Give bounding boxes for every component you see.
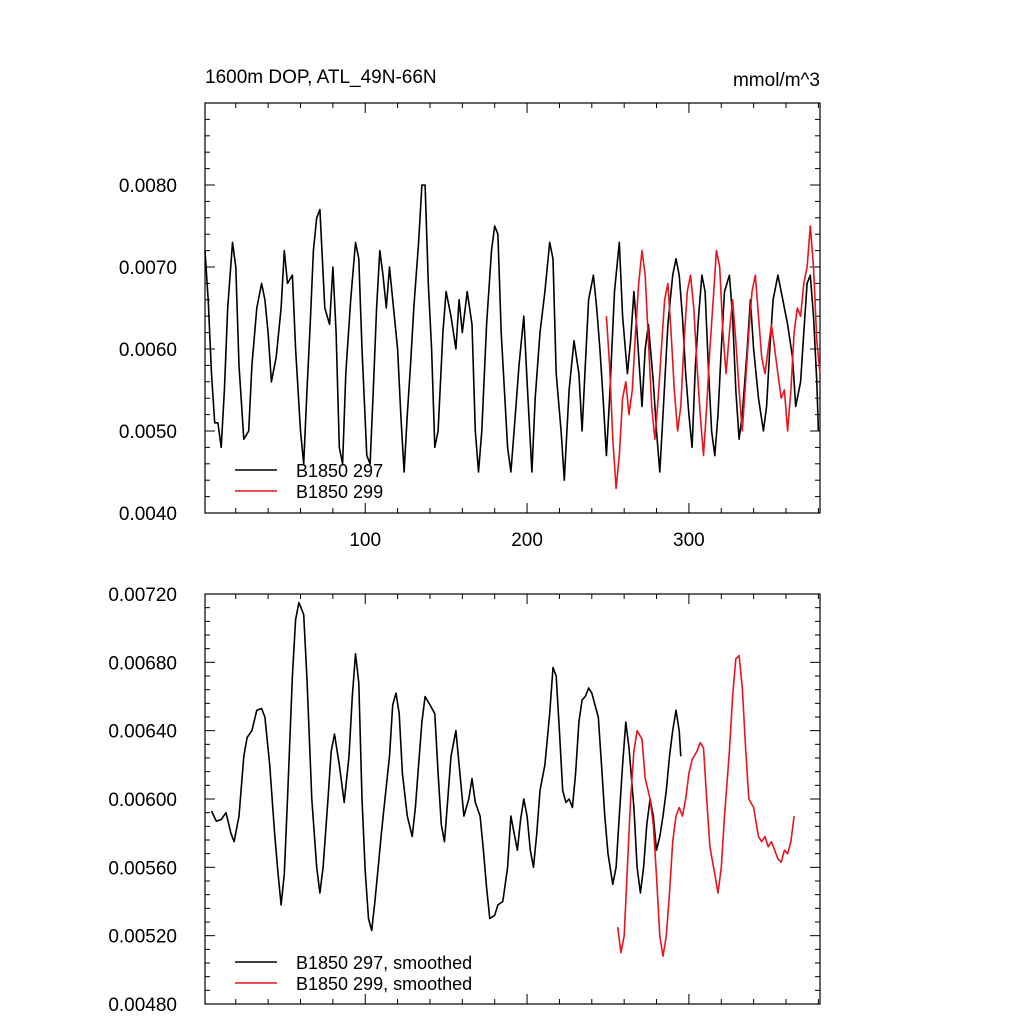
bottom-y-tick-label: 0.00600 [108, 790, 177, 811]
top-y-tick-label: 0.0040 [119, 504, 177, 525]
top-panel: 1600m DOP, ATL_49N-66N mmol/m^3 100 200 30… [119, 67, 821, 551]
top-y-tick-label: 0.0060 [119, 340, 177, 361]
top-series-layer [204, 184, 821, 490]
top-y-tick-label: 0.0070 [119, 258, 177, 279]
legend-label-b1850-297-smoothed: B1850 297, smoothed [296, 953, 472, 973]
series-line-b1850-299-smoothed [616, 654, 795, 958]
bottom-legend: B1850 297, smoothed B1850 299, smoothed [235, 953, 472, 994]
bottom-y-tick-label: 0.00640 [108, 722, 177, 743]
bottom-tick-labels: 0.00480 0.00520 0.00560 0.00600 0.00640 0.006… [108, 585, 177, 1016]
bottom-y-tick-label: 0.00560 [108, 858, 177, 879]
top-x-tick-label-100: 100 [349, 530, 381, 551]
series-line-b1850-297 [204, 184, 820, 482]
bottom-series-layer [210, 601, 795, 958]
bottom-y-tick-label: 0.00480 [108, 995, 177, 1016]
top-tick-labels: 100 200 300 0.0040 0.0050 0.0060 0.0070 0.0080 [119, 176, 705, 551]
top-chart-units: mmol/m^3 [733, 70, 820, 91]
top-y-tick-label: 0.0050 [119, 422, 177, 443]
top-x-tick-label-200: 200 [511, 530, 543, 551]
series-line-b1850-299 [605, 225, 821, 490]
legend-label-b1850-299-smoothed: B1850 299, smoothed [296, 974, 472, 994]
bottom-y-tick-label: 0.00720 [108, 585, 177, 606]
top-y-tick-label: 0.0080 [119, 176, 177, 197]
top-x-tick-label-300: 300 [673, 530, 705, 551]
legend-label-b1850-299: B1850 299 [296, 482, 383, 502]
top-plot-frame [204, 102, 821, 514]
top-chart-title: 1600m DOP, ATL_49N-66N [205, 67, 437, 88]
bottom-panel: 0.00480 0.00520 0.00560 0.00600 0.00640 0.006… [108, 585, 821, 1016]
bottom-y-tick-label: 0.00680 [108, 653, 177, 674]
bottom-plot-frame [204, 593, 821, 1005]
legend-label-b1850-297: B1850 297 [296, 461, 383, 481]
top-legend: B1850 297 B1850 299 [235, 461, 383, 502]
series-line-b1850-297-smoothed [210, 601, 682, 932]
bottom-y-tick-label: 0.00520 [108, 927, 177, 948]
top-axis-ticks [205, 103, 820, 514]
bottom-axis-ticks [205, 593, 820, 1005]
